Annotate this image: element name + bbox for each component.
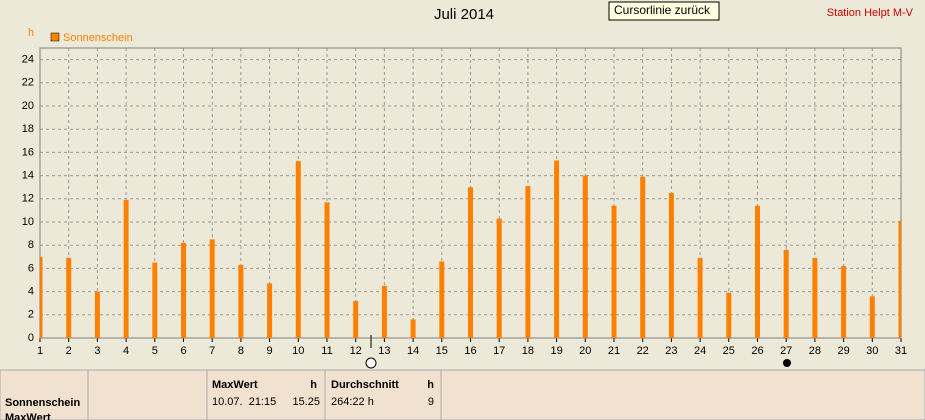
y-tick-label: 12 — [22, 193, 34, 205]
y-tick-label: 22 — [22, 77, 34, 89]
y-tick-label: 14 — [22, 170, 34, 182]
y-tick-label: 6 — [28, 262, 34, 274]
bar — [40, 256, 43, 338]
tooltip-text: Cursorlinie zurück — [614, 3, 711, 17]
x-tick-label: 9 — [267, 345, 273, 357]
footer-unit: h — [427, 379, 434, 391]
y-tick-label: 0 — [28, 332, 34, 344]
bar — [439, 261, 445, 338]
x-tick-label: 12 — [350, 345, 362, 357]
x-tick-label: 2 — [66, 345, 72, 357]
bar — [869, 296, 875, 338]
bar — [726, 292, 732, 338]
x-tick-label: 10 — [292, 345, 304, 357]
bar — [381, 285, 387, 338]
footer-value: 9 — [428, 396, 434, 408]
x-tick-label: 28 — [809, 345, 821, 357]
bar — [668, 193, 674, 338]
bar — [238, 264, 244, 338]
legend-swatch — [50, 32, 60, 42]
x-tick-label: 22 — [637, 345, 649, 357]
x-tick-label: 5 — [152, 345, 158, 357]
x-tick-label: 13 — [378, 345, 390, 357]
footer-value: 15.25 — [292, 396, 320, 408]
bar — [554, 160, 560, 338]
cursor-end — [783, 359, 791, 367]
bar — [209, 239, 215, 338]
x-tick-label: 8 — [238, 345, 244, 357]
y-tick-label: 24 — [22, 54, 34, 66]
cursor-start — [365, 357, 377, 369]
y-tick-label: 16 — [22, 146, 34, 158]
x-tick-label: 16 — [464, 345, 476, 357]
footer-row-label: MaxWert — [5, 412, 51, 420]
bar — [324, 202, 330, 338]
y-tick-label: 4 — [28, 286, 34, 298]
bar — [582, 175, 588, 338]
x-tick-label: 25 — [723, 345, 735, 357]
bar — [611, 205, 617, 338]
y-tick-label: 8 — [28, 239, 34, 251]
x-tick-label: 11 — [321, 345, 332, 357]
x-tick-label: 1 — [37, 345, 43, 357]
y-tick-label: 18 — [22, 123, 34, 135]
bar — [94, 291, 100, 338]
bar — [152, 262, 158, 338]
x-tick-label: 27 — [780, 345, 792, 357]
bar — [812, 257, 818, 338]
bar — [755, 205, 760, 338]
x-tick-label: 20 — [579, 345, 591, 357]
footer-time: 10.07. 21:15 — [212, 396, 276, 408]
x-tick-label: 24 — [694, 345, 706, 357]
bar — [410, 319, 416, 338]
bar — [898, 220, 901, 338]
bar — [66, 257, 72, 338]
bar — [123, 199, 129, 338]
bar — [181, 242, 186, 338]
x-tick-label: 23 — [665, 345, 677, 357]
x-tick-label: 29 — [837, 345, 849, 357]
bar — [353, 300, 359, 338]
x-tick-label: 15 — [436, 345, 448, 357]
x-tick-label: 18 — [522, 345, 534, 357]
x-tick-label: 14 — [407, 345, 419, 357]
y-tick-label: 20 — [22, 100, 34, 112]
footer-unit: h — [310, 379, 317, 391]
footer-header: Durchschnitt — [331, 379, 399, 391]
y-tick-label: 10 — [22, 216, 34, 228]
y-tick-label: 2 — [28, 309, 34, 321]
legend-label: Sonnenschein — [63, 32, 133, 44]
bar — [496, 218, 502, 338]
bar — [295, 161, 301, 338]
bar — [525, 186, 531, 338]
x-tick-label: 4 — [123, 345, 129, 357]
bar — [640, 176, 646, 338]
bar — [783, 249, 789, 338]
bars — [40, 160, 901, 338]
bar — [468, 187, 473, 338]
bar — [697, 257, 703, 338]
x-tick-label: 3 — [94, 345, 100, 357]
x-tick-label: 21 — [608, 345, 620, 357]
x-tick-label: 30 — [866, 345, 878, 357]
x-tick-label: 6 — [180, 345, 186, 357]
bar — [841, 266, 847, 338]
y-unit: h — [28, 27, 34, 39]
station-label: Station Helpt M-V — [827, 7, 914, 19]
x-tick-label: 17 — [493, 345, 505, 357]
footer-panel — [0, 369, 925, 420]
tooltip — [608, 1, 720, 21]
chart-title: Juli 2014 — [434, 6, 494, 23]
x-tick-label: 31 — [895, 345, 907, 357]
x-tick-label: 19 — [550, 345, 562, 357]
x-tick-label: 26 — [751, 345, 763, 357]
footer-value: 264:22 h — [331, 396, 374, 408]
footer-row-label: Sonnenschein — [5, 397, 80, 409]
bar — [267, 283, 273, 338]
footer-header: MaxWert — [212, 379, 258, 391]
x-tick-label: 7 — [209, 345, 215, 357]
